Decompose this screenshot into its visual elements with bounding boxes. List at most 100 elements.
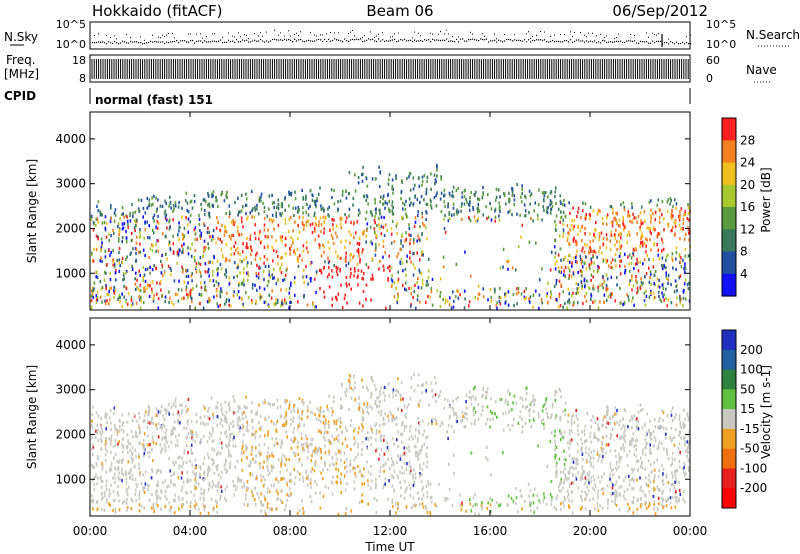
power-cell: [135, 247, 138, 251]
velocity-cell: [217, 472, 220, 477]
nsky-point: [436, 39, 438, 41]
velocity-cell: [271, 437, 274, 441]
power-cell: [148, 198, 151, 202]
velocity-cell: [234, 465, 236, 469]
velocity-cell: [160, 425, 163, 429]
nsky-point: [206, 41, 208, 43]
velocity-cell: [370, 443, 373, 447]
power-cell: [226, 190, 228, 194]
velocity-cell: [397, 407, 399, 411]
power-cell: [220, 287, 222, 291]
nsky-point: [420, 40, 422, 42]
power-cell: [688, 231, 690, 235]
velocity-cell: [266, 505, 269, 509]
nsky-point: [128, 42, 130, 44]
power-cell: [425, 300, 427, 304]
velocity-cell: [178, 464, 181, 468]
velocity-cell: [336, 427, 338, 431]
velocity-cell: [417, 437, 419, 441]
power-cell: [448, 211, 451, 215]
power-cell: [628, 233, 631, 237]
velocity-cell: [349, 469, 351, 473]
velocity-cell: [238, 429, 241, 433]
power-cell: [584, 261, 587, 265]
power-cell: [576, 249, 578, 253]
velocity-cell: [358, 396, 360, 400]
power-cell: [680, 265, 683, 269]
power-cell: [273, 276, 275, 280]
nsky-point: [390, 36, 391, 38]
power-cell: [519, 213, 521, 217]
power-cell: [662, 295, 664, 299]
power-cell: [472, 207, 475, 212]
power-cell: [328, 259, 331, 263]
power-cell: [160, 259, 162, 263]
velocity-cell: [159, 496, 162, 500]
velocity-cell: [130, 497, 132, 501]
power-cell: [476, 219, 479, 223]
velocity-cell: [288, 400, 291, 404]
velocity-cell: [293, 439, 295, 443]
power-cell: [230, 234, 233, 238]
velocity-cell: [142, 488, 145, 492]
power-cell: [436, 163, 438, 167]
power-cell: [440, 210, 443, 214]
velocity-cell: [217, 485, 219, 489]
power-cell: [632, 247, 635, 251]
velocity-cell: [331, 481, 334, 485]
velocity-cell: [388, 394, 391, 398]
power-cell: [262, 201, 264, 205]
power-cell: [221, 223, 223, 227]
velocity-cell: [328, 452, 330, 456]
power-cell: [259, 241, 262, 245]
power-cell: [571, 264, 573, 268]
power-cell: [117, 239, 120, 243]
power-cell: [177, 251, 180, 256]
velocity-cell: [134, 477, 137, 482]
power-cell: [635, 275, 637, 279]
power-cell: [559, 304, 562, 308]
power-cell: [629, 279, 631, 283]
velocity-cell: [134, 448, 137, 452]
power-cell: [665, 276, 668, 280]
power-cell: [107, 293, 110, 297]
power-cell: [346, 301, 348, 305]
power-cell: [460, 217, 463, 221]
power-cell: [610, 233, 613, 237]
power-cell: [301, 258, 303, 262]
power-cell: [642, 281, 644, 285]
power-cell: [159, 280, 162, 284]
velocity-cell: [311, 467, 314, 471]
velocity-cell: [303, 423, 305, 427]
velocity-cell: [340, 481, 342, 485]
nsky-point: [634, 35, 635, 36]
power-cell: [125, 300, 127, 304]
power-cell: [152, 231, 155, 235]
power-cell: [622, 216, 624, 220]
power-cell: [305, 246, 308, 250]
power-cell: [388, 200, 391, 204]
power-cell: [290, 193, 292, 197]
power-cell: [594, 235, 597, 239]
velocity-cell: [191, 451, 194, 455]
velocity-cell: [361, 448, 363, 452]
power-cell: [612, 211, 614, 215]
power-cell: [533, 209, 535, 213]
power-cell: [277, 254, 279, 258]
power-cell: [279, 266, 282, 270]
velocity-cell: [211, 457, 213, 461]
power-cell: [517, 286, 520, 291]
power-cell: [208, 212, 211, 216]
power-cell: [302, 211, 304, 215]
nsky-point: [194, 42, 196, 44]
power-cell: [266, 214, 269, 218]
power-cell: [172, 218, 174, 222]
power-cell: [209, 279, 211, 283]
power-cell: [263, 300, 266, 304]
power-cell: [576, 287, 578, 291]
power-cell: [402, 201, 404, 205]
velocity-cell: [199, 441, 201, 445]
velocity-cell: [109, 491, 111, 495]
power-cell: [555, 201, 557, 206]
power-cell: [284, 300, 286, 304]
